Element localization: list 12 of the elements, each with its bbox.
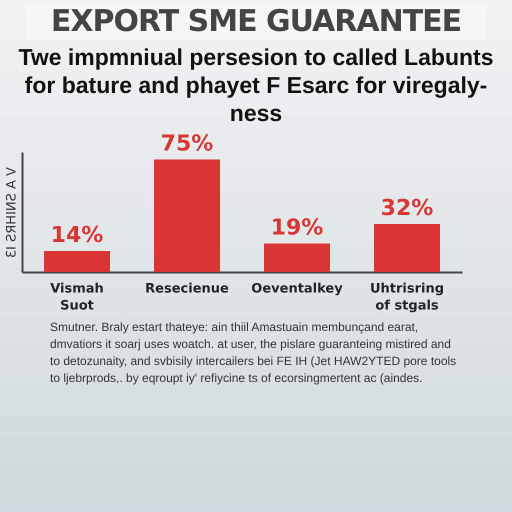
- data-label: 75%: [160, 132, 214, 156]
- chart-title: EXPORT SME GUARANTEE: [26, 4, 486, 39]
- data-label: 32%: [380, 196, 434, 221]
- y-axis-title: ƐI ƧЯHIИƧ A V: [4, 166, 20, 258]
- data-label: 14%: [50, 223, 104, 248]
- chart-subtitle: Twe impmniual persesion to called Labunts for bature and phayet F Esarc for viregaly-ness: [18, 43, 494, 127]
- x-tick-label: Vismah Suot: [50, 282, 104, 314]
- x-tick-label: Oeventalkey: [251, 282, 344, 296]
- x-tick-label: Uhtrisring of stgals: [370, 282, 444, 314]
- text: Smutner. Braly estart thateye: ain thiil Amastuain membunçand earat, dmvatiors it soarj uses woatch. at user, the pislare guaranteing mistired and to detozunaity, and svbisily intercailers bei FE IH (Jet HAW2YTED pore tools to ljebrprods,. by eqroupt iy' refiycine ts of ecorsingmertent ac (aindes.: [50, 319, 458, 387]
- x-tick-label: Resecienue: [145, 282, 230, 296]
- data-label: 19%: [270, 216, 324, 240]
